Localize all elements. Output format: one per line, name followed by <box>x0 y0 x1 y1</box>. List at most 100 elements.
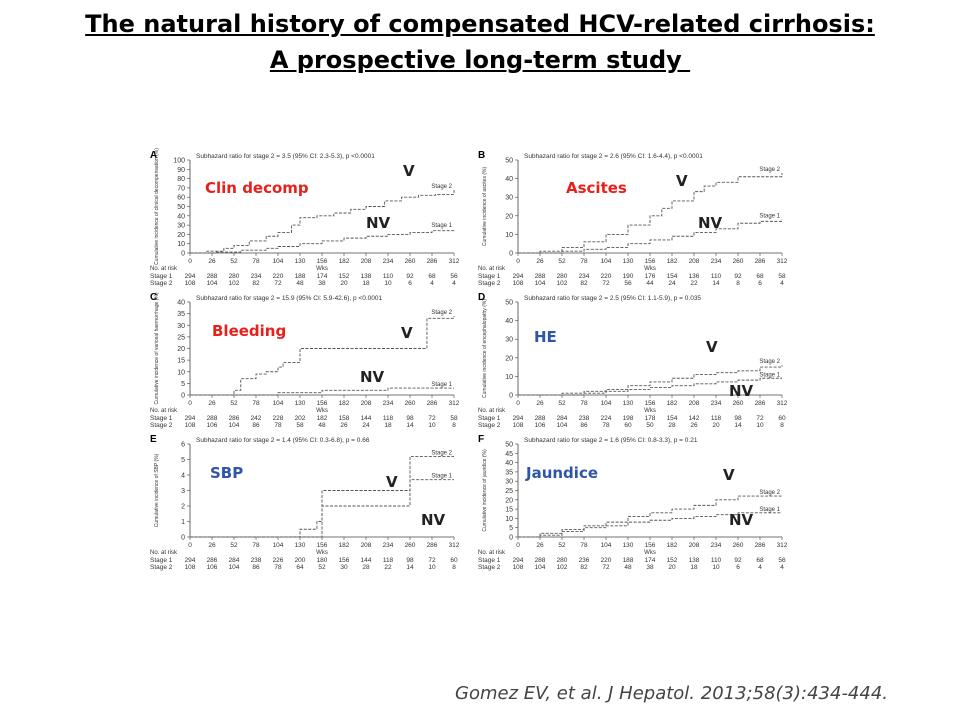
at-risk-stage1-value: 220 <box>601 557 612 564</box>
at-risk-stage1-value: 294 <box>185 557 196 564</box>
x-tick-label: 208 <box>689 542 700 549</box>
endpoint-label: Bleeding <box>212 322 286 340</box>
series-end-label: Stage 2 <box>759 490 780 496</box>
x-tick-label: 312 <box>777 542 788 549</box>
at-risk-stage1-value: 280 <box>557 557 568 564</box>
x-tick-label: 260 <box>733 400 744 407</box>
at-risk-stage1-value: 238 <box>579 415 590 422</box>
x-tick-label: 182 <box>339 542 350 549</box>
at-risk-stage1-value: 224 <box>601 415 612 422</box>
at-risk-stage2-value: 56 <box>624 280 632 287</box>
at-risk-stage1-value: 68 <box>756 557 764 564</box>
at-risk-stage1-value: 288 <box>535 415 546 422</box>
y-tick-label: 30 <box>505 479 513 486</box>
at-risk-stage1-value: 144 <box>361 557 372 564</box>
series-end-label: Stage 2 <box>759 167 780 173</box>
v-label: V <box>403 162 415 180</box>
panel-svg: A Subhazard ratio for stage 2 = 3.5 (95% … <box>150 148 460 287</box>
at-risk-stage2-value: 108 <box>513 422 524 429</box>
y-tick-label: 2 <box>181 504 185 511</box>
at-risk-stage2-value: 10 <box>712 564 720 571</box>
y-tick-label: 10 <box>505 516 513 523</box>
at-risk-stage2-value: 108 <box>185 280 196 287</box>
series-end-label: Stage 1 <box>759 214 780 220</box>
at-risk-stage1-value: 174 <box>317 273 328 280</box>
y-tick-label: 25 <box>177 334 185 341</box>
at-risk-stage2-value: 6 <box>408 280 412 287</box>
at-risk-stage1-value: 68 <box>428 273 436 280</box>
x-tick-label: 312 <box>449 542 460 549</box>
stage1-row-label: Stage 1 <box>478 415 501 422</box>
at-risk-stage1-value: 226 <box>273 557 284 564</box>
x-tick-label: 182 <box>339 400 350 407</box>
panel-e-sbp: E Subhazard ratio for stage 2 = 1.4 (95% … <box>148 432 466 572</box>
at-risk-stage2-value: 4 <box>780 564 784 571</box>
at-risk-stage1-value: 60 <box>778 415 786 422</box>
slide-title-line-2: A prospective long-term study <box>269 46 691 74</box>
stage2-row-label: Stage 2 <box>478 280 501 287</box>
x-tick-label: 78 <box>252 400 260 407</box>
x-tick-label: 52 <box>558 400 566 407</box>
at-risk-stage1-value: 236 <box>579 557 590 564</box>
at-risk-stage2-value: 72 <box>602 564 610 571</box>
at-risk-stage1-value: 58 <box>778 273 786 280</box>
subhazard-header: Subhazard ratio for stage 2 = 15.9 (95% … <box>196 295 382 302</box>
x-tick-label: 182 <box>667 400 678 407</box>
x-tick-label: 0 <box>188 258 192 265</box>
at-risk-stage1-value: 154 <box>667 415 678 422</box>
at-risk-stage1-value: 190 <box>623 273 634 280</box>
series-line-stage-1 <box>190 479 454 538</box>
v-label: V <box>386 473 398 491</box>
x-tick-label: 260 <box>733 542 744 549</box>
x-tick-label: 260 <box>405 542 416 549</box>
at-risk-stage2-value: 38 <box>318 280 326 287</box>
at-risk-stage1-value: 294 <box>513 273 524 280</box>
x-tick-label: 286 <box>427 258 438 265</box>
endpoint-label: HE <box>534 328 557 346</box>
y-tick-label: 35 <box>177 311 185 318</box>
at-risk-stage2-value: 78 <box>274 422 282 429</box>
at-risk-stage1-value: 280 <box>229 273 240 280</box>
x-tick-label: 104 <box>273 258 284 265</box>
slide-title-line-1: The natural history of compensated HCV-r… <box>85 10 875 38</box>
x-tick-label: 0 <box>188 400 192 407</box>
stage2-row-label: Stage 2 <box>478 564 501 571</box>
at-risk-stage2-value: 10 <box>384 280 392 287</box>
at-risk-stage2-value: 104 <box>207 280 218 287</box>
at-risk-stage2-value: 50 <box>646 422 654 429</box>
at-risk-stage2-value: 82 <box>580 564 588 571</box>
at-risk-stage1-value: 220 <box>273 273 284 280</box>
x-tick-label: 312 <box>449 258 460 265</box>
at-risk-stage2-value: 6 <box>758 280 762 287</box>
at-risk-stage1-value: 280 <box>557 273 568 280</box>
at-risk-stage1-value: 188 <box>623 557 634 564</box>
stage1-row-label: Stage 1 <box>150 557 173 564</box>
y-tick-label: 10 <box>177 241 185 248</box>
series-line-stage-1 <box>190 387 454 396</box>
nv-label: NV <box>421 511 446 529</box>
x-tick-label: 208 <box>361 400 372 407</box>
y-tick-label: 10 <box>177 369 185 376</box>
at-risk-stage1-value: 118 <box>383 415 394 422</box>
no-at-risk-label: No. at risk <box>150 550 178 556</box>
x-tick-label: 208 <box>361 542 372 549</box>
x-tick-label: 260 <box>405 400 416 407</box>
x-tick-label: 130 <box>295 542 306 549</box>
x-tick-label: 286 <box>427 542 438 549</box>
series-end-label: Stage 2 <box>431 184 452 190</box>
x-axis-label: Wks <box>316 266 328 272</box>
series-line-stage-2 <box>190 315 455 396</box>
y-tick-label: 40 <box>177 300 185 307</box>
at-risk-stage2-value: 108 <box>185 422 196 429</box>
y-tick-label: 50 <box>177 204 185 211</box>
y-tick-label: 30 <box>505 195 513 202</box>
y-tick-label: 80 <box>177 176 185 183</box>
panel-f-jaundice: F Subhazard ratio for stage 2 = 1.6 (95% … <box>476 432 794 572</box>
x-tick-label: 78 <box>252 258 260 265</box>
at-risk-stage2-value: 104 <box>229 422 240 429</box>
stage2-row-label: Stage 2 <box>478 422 501 429</box>
y-tick-label: 15 <box>177 358 185 365</box>
y-tick-label: 50 <box>505 300 513 307</box>
series-end-label: Stage 1 <box>431 474 452 480</box>
at-risk-stage1-value: 136 <box>689 273 700 280</box>
